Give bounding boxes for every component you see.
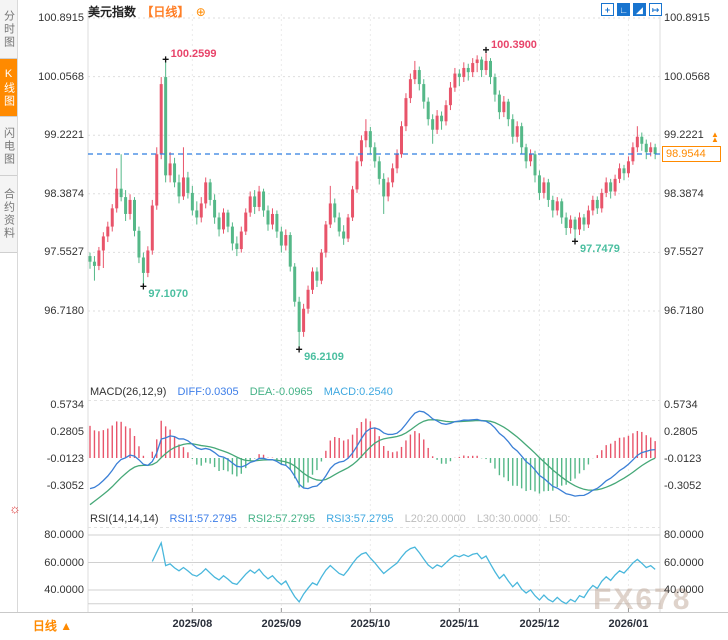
sidebar-item-contract-info[interactable]: 合约资料: [0, 176, 17, 253]
rsi-header[interactable]: RSI(14,14,14) RSI1:57.2795 RSI2:57.2795 …: [90, 513, 658, 525]
crosshair-move-icon[interactable]: +: [601, 3, 614, 16]
svg-text:+: +: [572, 235, 579, 249]
sidebar-item-label: 闪电图: [2, 126, 15, 166]
x-axis-label: 2025/08: [172, 618, 213, 630]
rsi1-value: RSI1:57.2795: [169, 513, 237, 525]
indicator-settings-icon[interactable]: ☼: [9, 501, 21, 516]
price-axis-label: 96.7180: [44, 304, 84, 317]
price-axis-label: 100.0568: [38, 70, 84, 83]
macd-axis-label: -0.3052: [46, 480, 84, 493]
price-axis-label: 98.3874: [664, 187, 704, 200]
price-axis-label: 97.5527: [664, 246, 704, 259]
rsi3-value: RSI3:57.2795: [326, 513, 394, 525]
rsi-l30-value: L30:30.0000: [476, 513, 538, 525]
axis-play-icon[interactable]: ◢: [633, 3, 646, 16]
rsi-axis-label: 40.0000: [44, 584, 84, 596]
price-up-arrows-icon: ▲ ▲: [711, 130, 719, 144]
price-axis-label: 99.2221: [44, 129, 84, 142]
chart-toolbar: + ∟ ◢ ↦: [601, 3, 662, 16]
macd-axis-label: -0.0123: [664, 453, 702, 466]
price-axis-label: 96.7180: [664, 304, 704, 317]
macd-axis-label: 0.5734: [664, 399, 698, 412]
x-axis-label: 2025/12: [519, 618, 560, 630]
macd-title: MACD(26,12,9): [90, 386, 167, 398]
price-annotation-high: 100.3900: [491, 39, 537, 52]
rsi-axis-label: 60.0000: [44, 556, 84, 569]
sidebar-item-label: K线图: [2, 67, 15, 108]
x-axis-label: 2025/09: [261, 618, 302, 630]
macd-axis-label: -0.3052: [664, 480, 702, 493]
rsi-title: RSI(14,14,14): [90, 513, 159, 525]
price-axis-label: 99.2221: [664, 129, 704, 142]
svg-text:+: +: [140, 280, 147, 294]
macd-header[interactable]: MACD(26,12,9) DIFF:0.0305 DEA:-0.0965 MA…: [90, 386, 658, 398]
macd-dea-value: DEA:-0.0965: [249, 386, 313, 398]
pan-right-icon[interactable]: ↦: [649, 3, 662, 16]
macd-axis-label: 0.2805: [50, 426, 84, 439]
price-annotation-low: 96.2109: [304, 350, 344, 363]
macd-axis-label: 0.2805: [664, 426, 698, 439]
sidebar-item-kline[interactable]: K线图: [0, 59, 17, 117]
add-indicator-icon[interactable]: ⊕: [195, 5, 206, 19]
macd-diff-value: DIFF:0.0305: [177, 386, 239, 398]
period-label: 日线: [32, 619, 57, 633]
rsi-axis-label: 60.0000: [664, 556, 704, 569]
rsi-l50-value: L50:: [549, 513, 571, 525]
current-price-box: 98.9544: [662, 146, 721, 162]
symbol-name: 美元指数: [88, 5, 137, 19]
price-annotation-high: 100.2599: [170, 48, 217, 61]
sidebar-item-timeshare[interactable]: 分时图: [0, 0, 17, 59]
macd-axis-label: 0.5734: [50, 399, 84, 412]
chart-title: 美元指数 【日线】 ⊕: [88, 3, 206, 20]
period-tag: 【日线】: [141, 5, 190, 19]
svg-text:+: +: [296, 343, 303, 357]
rsi-l20-value: L20:20.0000: [404, 513, 466, 525]
rsi-axis-label: 80.0000: [44, 529, 84, 541]
x-axis-label: 2025/11: [439, 618, 479, 630]
sidebar-item-label: 合约资料: [2, 188, 15, 240]
macd-macd-value: MACD:0.2540: [323, 386, 393, 398]
axis-fit-icon[interactable]: ∟: [617, 3, 630, 16]
price-annotation-low: 97.7479: [580, 242, 620, 255]
svg-text:+: +: [162, 52, 169, 66]
svg-text:+: +: [483, 43, 490, 57]
watermark: FX678: [593, 583, 692, 616]
price-axis-label: 97.5527: [44, 246, 84, 259]
sidebar: 分时图 K线图 闪电图 合约资料: [0, 0, 18, 639]
price-axis-label: 100.0568: [664, 70, 710, 83]
rsi2-value: RSI2:57.2795: [247, 513, 316, 525]
sidebar-item-lightning[interactable]: 闪电图: [0, 117, 17, 176]
sidebar-item-label: 分时图: [2, 9, 15, 49]
x-axis-label: 2026/01: [608, 618, 649, 630]
period-selector[interactable]: 日线 ▲: [17, 613, 88, 640]
price-annotation-low: 97.1070: [148, 287, 189, 300]
x-axis-bar: 日线 ▲ 2025/08 2025/09 2025/10 2025/11 2025/12…: [0, 612, 728, 640]
price-axis-label: 100.8915: [38, 12, 84, 24]
rsi-axis-label: 40.0000: [664, 584, 704, 596]
price-axis-label: 98.3874: [44, 187, 84, 200]
price-axis-label: 100.8915: [664, 12, 710, 24]
rsi-axis-label: 80.0000: [664, 529, 704, 541]
x-axis-label: 2025/10: [350, 618, 391, 630]
period-arrow-icon: ▲: [60, 619, 73, 633]
macd-axis-label: -0.0123: [46, 453, 84, 466]
